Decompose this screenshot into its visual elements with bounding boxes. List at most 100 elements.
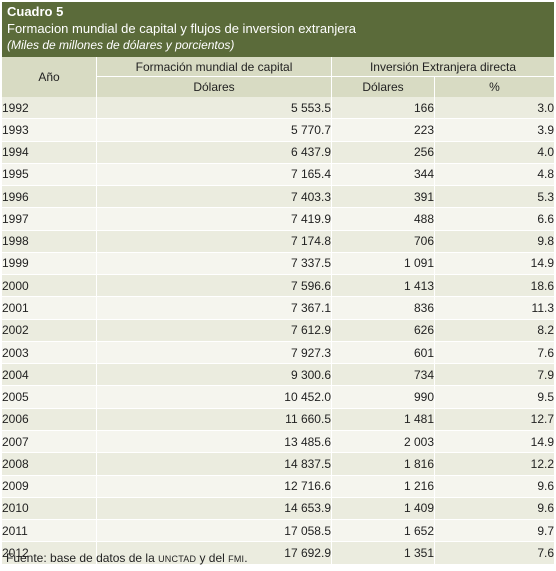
- cell-fdi: 344: [331, 163, 435, 187]
- cell-capital: 7 612.9: [96, 319, 332, 342]
- cell-fdi: 836: [331, 296, 435, 320]
- column-header-fdi-dollars: Dólares: [331, 76, 435, 97]
- cell-fdi-percent: 3.9: [434, 118, 554, 142]
- source-org-unctad: UNCTAD: [158, 554, 197, 564]
- cell-capital: 10 452.0: [96, 385, 332, 409]
- cell-fdi: 1 351: [331, 541, 435, 565]
- table-row: 2008 14 837.5 1 816 12.2: [2, 452, 554, 476]
- table-row: 1998 7 174.8 706 9.8: [2, 230, 554, 253]
- cell-year: 1994: [2, 141, 97, 164]
- table-row: 2010 14 653.9 1 409 9.6: [2, 497, 554, 521]
- cell-capital: 17 058.5: [96, 519, 332, 543]
- cell-fdi: 601: [331, 341, 435, 365]
- cell-fdi: 1 091: [331, 252, 435, 276]
- table-row: 2011 17 058.5 1 652 9.7: [2, 519, 554, 543]
- table-subtitle: (Miles de millones de dólares y porcient…: [7, 38, 235, 52]
- cell-capital: 7 403.3: [96, 185, 332, 209]
- cell-year: 2002: [2, 319, 97, 342]
- cell-capital: 7 337.5: [96, 252, 332, 276]
- table-row: 1992 5 553.5 166 3.0: [2, 97, 554, 120]
- table-row: 1997 7 419.9 488 6.6: [2, 207, 554, 231]
- cell-fdi: 256: [331, 141, 435, 164]
- cell-year: 1993: [2, 118, 97, 142]
- table-row: 2012 17 692.9 1 351 7.6: [2, 541, 554, 565]
- cell-fdi: 706: [331, 230, 435, 253]
- table-row: 2002 7 612.9 626 8.2: [2, 319, 554, 342]
- cell-fdi-percent: 4.8: [434, 163, 554, 187]
- cell-fdi: 1 816: [331, 452, 435, 476]
- source-org-fmi: FMI: [228, 554, 245, 564]
- column-header-capital-dollars: Dólares: [96, 76, 332, 97]
- cell-fdi: 734: [331, 363, 435, 387]
- cell-fdi-percent: 14.9: [434, 430, 554, 454]
- cell-year: 2011: [2, 519, 97, 543]
- cell-year: 2012: [2, 541, 97, 565]
- cell-capital: 5 553.5: [96, 97, 332, 120]
- cell-capital: 9 300.6: [96, 363, 332, 387]
- cell-capital: 13 485.6: [96, 430, 332, 454]
- cell-fdi-percent: 9.6: [434, 475, 554, 498]
- table-row: 1999 7 337.5 1 091 14.9: [2, 252, 554, 276]
- column-header-year: Año: [2, 57, 97, 97]
- table-title: Formacion mundial de capital y flujos de…: [7, 21, 357, 36]
- cell-year: 2007: [2, 430, 97, 454]
- column-group-fdi: Inversión Extranjera directa: [331, 57, 554, 77]
- table-row: 2007 13 485.6 2 003 14.9: [2, 430, 554, 454]
- source-note: Fuente: base de datos de la UNCTAD y del…: [6, 550, 248, 567]
- cell-fdi-percent: 3.0: [434, 97, 554, 120]
- cell-fdi-percent: 12.7: [434, 408, 554, 431]
- cell-fdi-percent: 14.9: [434, 252, 554, 276]
- column-group-capital: Formación mundial de capital: [96, 57, 332, 77]
- table-body: 1992 5 553.5 166 3.0 1993 5 770.7 223 3.9 1994 6 …: [2, 97, 554, 565]
- cell-capital: 17 692.9: [96, 541, 332, 565]
- table-row: 1995 7 165.4 344 4.8: [2, 163, 554, 187]
- cell-year: 1992: [2, 97, 97, 120]
- data-table: Año Formación mundial de capital Inversi…: [2, 57, 554, 565]
- cell-fdi: 223: [331, 118, 435, 142]
- cell-capital: 7 419.9: [96, 207, 332, 231]
- table-caption: Cuadro 5 Formacion mundial de capital y …: [2, 2, 554, 57]
- cell-capital: 7 367.1: [96, 296, 332, 320]
- table-header: Año Formación mundial de capital Inversi…: [2, 57, 554, 97]
- table-row: 2005 10 452.0 990 9.5: [2, 385, 554, 409]
- cell-capital: 5 770.7: [96, 118, 332, 142]
- cell-fdi-percent: 9.5: [434, 385, 554, 409]
- cell-fdi: 2 003: [331, 430, 435, 454]
- table-row: 2003 7 927.3 601 7.6: [2, 341, 554, 365]
- cell-fdi-percent: 5.3: [434, 185, 554, 209]
- table-row: 2009 12 716.6 1 216 9.6: [2, 475, 554, 498]
- cell-year: 2003: [2, 341, 97, 365]
- cell-year: 2000: [2, 274, 97, 298]
- cell-fdi-percent: 9.6: [434, 497, 554, 521]
- cell-year: 2005: [2, 385, 97, 409]
- cell-fdi: 488: [331, 207, 435, 231]
- cell-capital: 7 927.3: [96, 341, 332, 365]
- cell-capital: 7 165.4: [96, 163, 332, 187]
- cell-fdi: 1 409: [331, 497, 435, 521]
- cell-capital: 7 174.8: [96, 230, 332, 253]
- cell-fdi-percent: 7.6: [434, 541, 554, 565]
- cell-fdi: 626: [331, 319, 435, 342]
- cell-fdi-percent: 9.7: [434, 519, 554, 543]
- cell-capital: 7 596.6: [96, 274, 332, 298]
- cell-fdi: 1 481: [331, 408, 435, 431]
- source-suffix: .: [244, 551, 248, 565]
- table-row: 2001 7 367.1 836 11.3: [2, 296, 554, 320]
- cell-fdi-percent: 11.3: [434, 296, 554, 320]
- cell-fdi-percent: 12.2: [434, 452, 554, 476]
- cell-fdi-percent: 18.6: [434, 274, 554, 298]
- cell-year: 1996: [2, 185, 97, 209]
- table-row: 2006 11 660.5 1 481 12.7: [2, 408, 554, 431]
- table-number: Cuadro 5: [7, 4, 64, 19]
- cell-fdi-percent: 8.2: [434, 319, 554, 342]
- cell-year: 1995: [2, 163, 97, 187]
- cell-capital: 14 653.9: [96, 497, 332, 521]
- column-header-fdi-percent: %: [434, 76, 554, 97]
- cell-fdi-percent: 4.0: [434, 141, 554, 164]
- cell-fdi-percent: 9.8: [434, 230, 554, 253]
- cell-fdi-percent: 7.6: [434, 341, 554, 365]
- cell-fdi: 1 652: [331, 519, 435, 543]
- table-row: 2000 7 596.6 1 413 18.6: [2, 274, 554, 298]
- cell-fdi-percent: 6.6: [434, 207, 554, 231]
- cell-fdi: 391: [331, 185, 435, 209]
